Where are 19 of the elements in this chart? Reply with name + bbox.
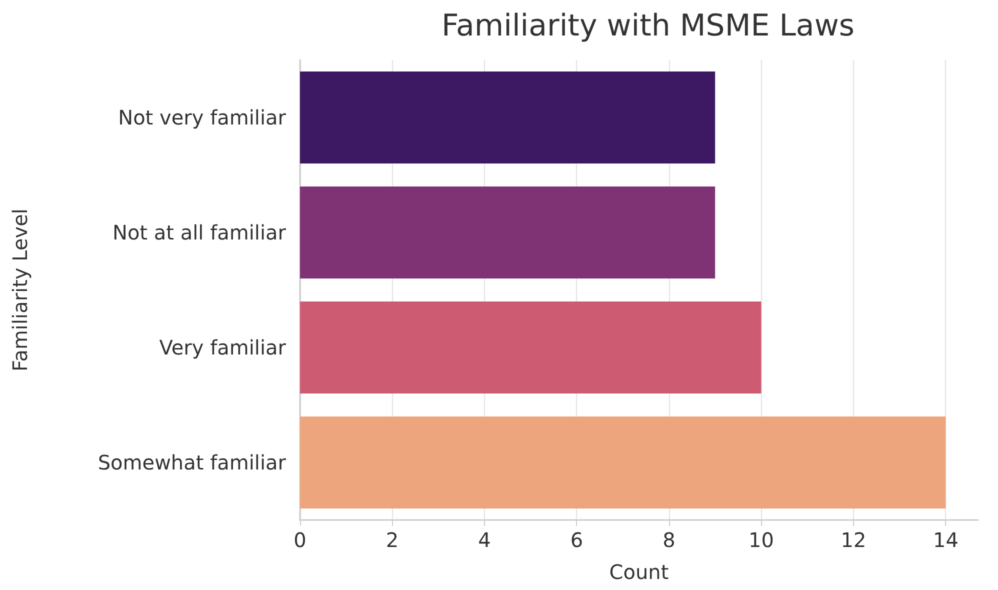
bar bbox=[300, 302, 762, 394]
x-tick-label: 6 bbox=[570, 528, 584, 552]
x-tick-label: 4 bbox=[478, 528, 491, 552]
x-tick-label: 12 bbox=[840, 528, 866, 552]
x-tick-label: 2 bbox=[386, 528, 399, 552]
x-tick-label: 8 bbox=[662, 528, 676, 552]
y-tick-label: Not at all familiar bbox=[112, 220, 287, 244]
y-tick-label: Somewhat familiar bbox=[98, 450, 287, 474]
y-axis-title: Familiarity Level bbox=[8, 208, 32, 372]
bar bbox=[300, 72, 716, 164]
bar bbox=[300, 186, 716, 278]
bar bbox=[300, 416, 946, 508]
y-tick-label: Not very familiar bbox=[118, 106, 287, 130]
chart-title: Familiarity with MSME Laws bbox=[442, 8, 854, 44]
x-tick-label: 14 bbox=[932, 528, 958, 552]
x-tick-label: 10 bbox=[748, 528, 774, 552]
y-tick-label: Very familiar bbox=[159, 336, 287, 360]
x-tick-label: 0 bbox=[294, 528, 306, 552]
x-axis-title: Count bbox=[609, 560, 669, 584]
